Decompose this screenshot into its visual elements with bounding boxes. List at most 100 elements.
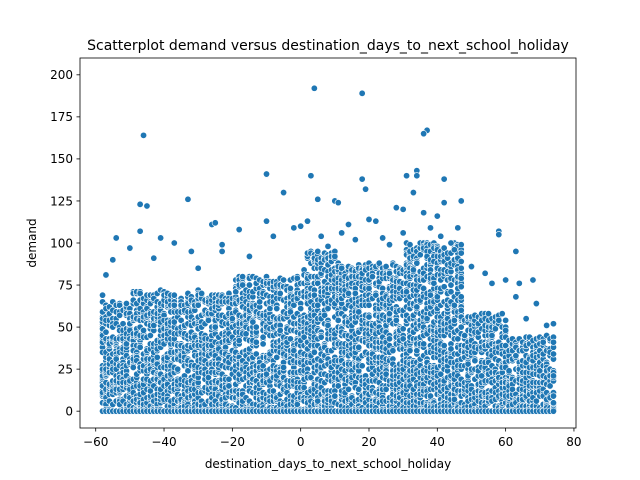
scatter-point xyxy=(399,229,407,237)
scatter-point xyxy=(379,234,387,242)
y-tick-label: 200 xyxy=(50,68,73,82)
scatter-point xyxy=(450,246,458,254)
scatter-point xyxy=(245,252,253,260)
scatter-point xyxy=(495,231,503,239)
dense-point xyxy=(549,372,557,380)
scatter-point xyxy=(297,222,305,230)
dense-point xyxy=(365,284,373,292)
scatter-point xyxy=(157,234,165,242)
dense-point xyxy=(129,363,137,371)
scatter-point xyxy=(403,172,411,180)
scatter-point xyxy=(426,224,434,232)
dense-point xyxy=(495,316,503,324)
scatter-point xyxy=(543,321,551,329)
scatter-point xyxy=(136,227,144,235)
scatter-point xyxy=(351,236,359,244)
scatter-point xyxy=(467,263,475,271)
scatter-point xyxy=(549,320,557,328)
dense-point xyxy=(385,335,393,343)
dense-point xyxy=(344,385,352,393)
y-tick-label: 100 xyxy=(50,236,73,250)
dense-point xyxy=(317,333,325,341)
scatter-point xyxy=(532,300,540,308)
dense-point xyxy=(502,326,510,334)
dense-point xyxy=(150,321,158,329)
scatter-point xyxy=(218,241,226,249)
scatter-point xyxy=(280,189,288,197)
scatter-point xyxy=(338,229,346,237)
dense-point xyxy=(457,306,465,314)
dense-point xyxy=(389,347,397,355)
dense-point xyxy=(252,323,260,331)
dense-point xyxy=(549,338,557,346)
scatter-point xyxy=(365,215,373,223)
dense-point xyxy=(457,274,465,282)
dense-point xyxy=(488,331,496,339)
dense-point xyxy=(136,289,144,297)
dense-point xyxy=(116,301,124,309)
scatter-point xyxy=(457,197,465,205)
scatter-point xyxy=(502,276,510,284)
dense-point xyxy=(498,310,506,318)
y-tick-label: 150 xyxy=(50,152,73,166)
dense-point xyxy=(457,293,465,301)
dense-point xyxy=(365,313,373,321)
x-tick-label: 60 xyxy=(498,435,513,449)
dense-point xyxy=(119,320,127,328)
dense-point xyxy=(174,365,182,373)
dense-point xyxy=(355,343,363,351)
y-tick-label: 125 xyxy=(50,194,73,208)
scatter-point xyxy=(290,224,298,232)
dense-point xyxy=(252,338,260,346)
scatter-point xyxy=(269,232,277,240)
dense-point xyxy=(310,348,318,356)
dense-point xyxy=(297,305,305,313)
dense-point xyxy=(170,301,178,309)
dense-point xyxy=(502,316,510,324)
scatter-point xyxy=(512,247,520,255)
scatter-point xyxy=(194,264,202,272)
dense-point xyxy=(549,407,557,415)
scatter-point xyxy=(102,271,110,279)
scatter-point xyxy=(140,131,148,139)
scatter-point xyxy=(481,269,489,277)
dense-point xyxy=(549,350,557,358)
scatter-point xyxy=(211,219,219,227)
dense-point xyxy=(280,363,288,371)
scatter-point xyxy=(409,189,417,197)
scatter-point xyxy=(420,130,428,138)
scatter-point xyxy=(263,217,271,225)
x-tick-label: −60 xyxy=(83,435,108,449)
scatter-point xyxy=(413,172,421,180)
dense-point xyxy=(413,259,421,267)
scatter-point xyxy=(109,256,117,264)
dense-point xyxy=(122,340,130,348)
scatter-point xyxy=(440,175,448,183)
scatter-point xyxy=(522,315,530,323)
dense-point xyxy=(153,353,161,361)
chart-title: Scatterplot demand versus destination_da… xyxy=(87,38,569,54)
dense-point xyxy=(420,340,428,348)
y-tick-label: 175 xyxy=(50,110,73,124)
scatter-point xyxy=(143,202,151,210)
dense-point xyxy=(276,326,284,334)
scatter-point xyxy=(150,254,158,262)
dense-point xyxy=(259,340,267,348)
dense-point xyxy=(280,276,288,284)
dense-point xyxy=(204,316,212,324)
dense-point xyxy=(549,392,557,400)
dense-point xyxy=(286,284,294,292)
dense-point xyxy=(471,357,479,365)
dense-point xyxy=(235,337,243,345)
y-tick-label: 75 xyxy=(58,278,73,292)
scatter-point xyxy=(358,89,366,97)
scatter-point xyxy=(263,170,271,178)
dense-point xyxy=(392,316,400,324)
scatter-point xyxy=(99,291,107,299)
dense-point xyxy=(539,338,547,346)
scatter-point xyxy=(235,226,243,234)
x-tick-label: −40 xyxy=(151,435,176,449)
x-tick-label: 80 xyxy=(566,435,581,449)
scatter-point xyxy=(310,84,318,92)
